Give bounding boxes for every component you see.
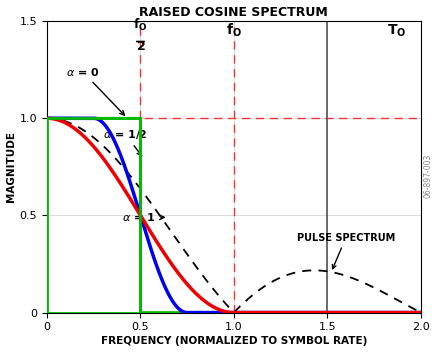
Text: $\alpha$ = 1: $\alpha$ = 1 [122,211,164,223]
Bar [47,118,140,313]
Text: $\mathbf{T_O}$: $\mathbf{T_O}$ [386,22,405,39]
Text: $\mathbf{2}$: $\mathbf{2}$ [135,40,145,53]
Text: $\alpha$ = 0: $\alpha$ = 0 [66,65,124,115]
X-axis label: FREQUENCY (NORMALIZED TO SYMBOL RATE): FREQUENCY (NORMALIZED TO SYMBOL RATE) [100,337,366,346]
Y-axis label: MAGNITUDE: MAGNITUDE [6,131,16,202]
Text: 06-897-003: 06-897-003 [423,154,432,198]
Text: $\mathbf{f_O}$: $\mathbf{f_O}$ [225,21,241,39]
Text: PULSE SPECTRUM: PULSE SPECTRUM [296,233,394,269]
Text: $\mathbf{f_O}$: $\mathbf{f_O}$ [133,17,148,33]
Title: RAISED COSINE SPECTRUM: RAISED COSINE SPECTRUM [139,6,327,19]
Text: $\alpha$ = 1/2: $\alpha$ = 1/2 [103,128,147,156]
